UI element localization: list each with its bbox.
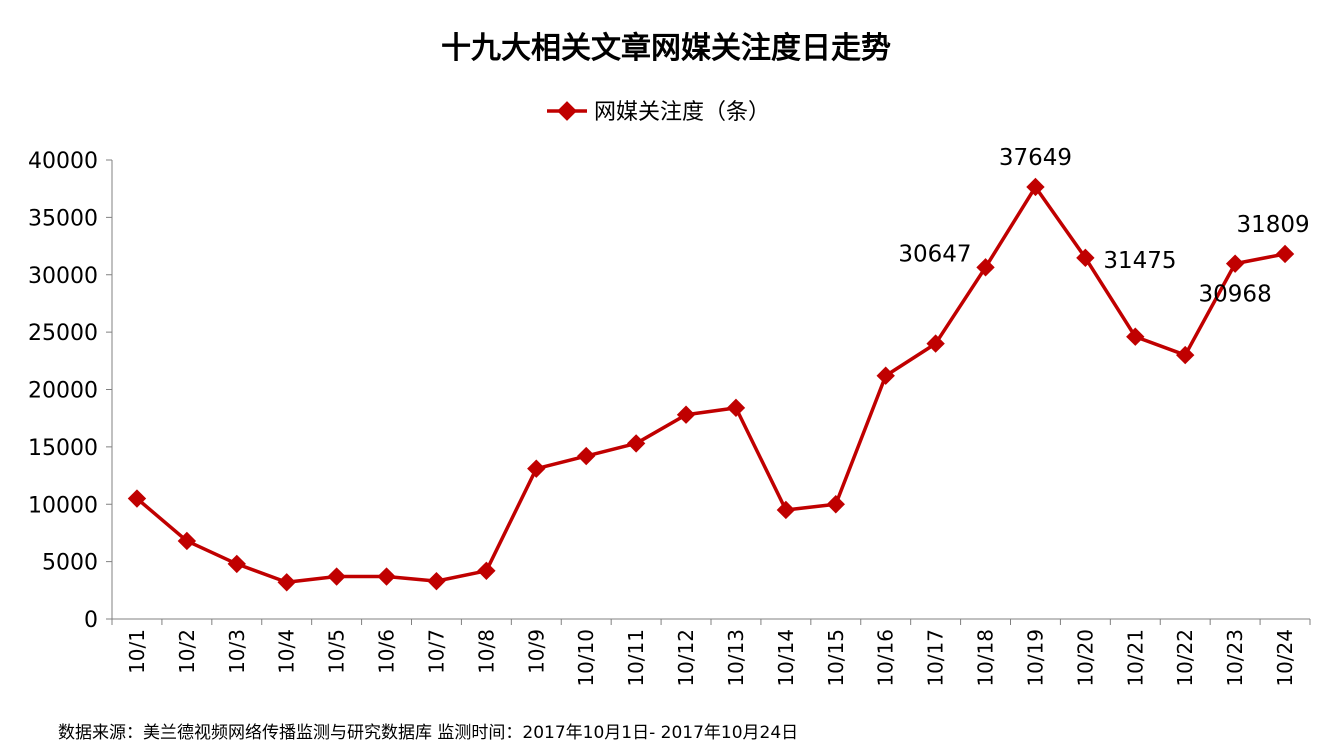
legend-label: 网媒关注度（条） — [594, 100, 770, 125]
data-point — [626, 434, 646, 453]
x-tick-label: 10/11 — [624, 629, 648, 687]
x-tick-label: 10/24 — [1273, 629, 1297, 687]
data-point — [1275, 244, 1295, 264]
data-point — [926, 334, 945, 353]
x-tick-label: 10/10 — [574, 629, 598, 687]
y-tick-label: 40000 — [28, 149, 98, 174]
y-tick-label: 25000 — [28, 321, 98, 346]
data-point — [277, 573, 296, 592]
x-tick-label: 10/20 — [1073, 629, 1097, 687]
y-tick-label: 5000 — [42, 551, 98, 576]
x-tick-label: 10/9 — [524, 629, 548, 674]
data-point — [527, 459, 546, 478]
x-tick-label: 10/6 — [375, 629, 399, 674]
x-tick-label: 10/23 — [1223, 629, 1247, 687]
data-label: 30968 — [1199, 282, 1272, 308]
x-tick-label: 10/22 — [1173, 629, 1197, 687]
data-label: 31475 — [1103, 248, 1176, 274]
data-point — [577, 446, 596, 466]
data-point — [726, 398, 746, 418]
x-tick-label: 10/21 — [1123, 629, 1147, 687]
x-tick-label: 10/2 — [175, 629, 199, 674]
data-point — [676, 405, 696, 424]
x-tick-label: 10/19 — [1023, 629, 1047, 687]
data-point — [427, 571, 446, 591]
legend: 网媒关注度（条） — [547, 100, 770, 125]
x-tick-label: 10/17 — [924, 629, 948, 687]
legend-marker — [557, 101, 577, 121]
data-point — [1076, 248, 1095, 268]
x-tick-label: 10/4 — [275, 629, 299, 674]
y-tick-label: 20000 — [28, 379, 98, 404]
chart-title: 十九大相关文章网媒关注度日走势 — [441, 31, 891, 66]
data-point — [1026, 177, 1045, 197]
data-point — [976, 258, 995, 277]
data-point — [1176, 345, 1195, 365]
x-tick-label: 10/5 — [325, 629, 349, 674]
x-tick-label: 10/15 — [824, 629, 848, 687]
y-tick-label: 30000 — [28, 264, 98, 289]
data-point — [1225, 254, 1245, 273]
data-point — [1126, 327, 1145, 346]
data-point — [477, 561, 496, 580]
series-line-group — [127, 177, 1295, 592]
x-tick-label: 10/8 — [474, 629, 498, 674]
x-tick-label: 10/1 — [125, 629, 149, 674]
data-label: 30647 — [898, 241, 971, 267]
x-tick-label: 10/14 — [774, 629, 798, 687]
data-point — [227, 554, 246, 574]
x-tick-label: 10/18 — [974, 629, 998, 687]
y-tick-label: 35000 — [28, 206, 98, 231]
x-axis: 10/1 10/2 10/3 10/4 10/5 10/6 10/7 10/8 10/9 10/1… — [111, 618, 1311, 687]
data-point — [826, 495, 845, 514]
y-axis: 0 5000 10000 15000 20000 25000 30000 35000 40000 — [28, 149, 113, 633]
data-label: 31809 — [1236, 212, 1309, 238]
x-tick-label: 10/13 — [724, 629, 748, 687]
x-tick-label: 10/12 — [674, 629, 698, 687]
data-point — [776, 500, 796, 520]
source-note: 数据来源：美兰德视频网络传播监测与研究数据库 监测时间：2017年10月1日- … — [58, 723, 798, 743]
x-tick-label: 10/3 — [225, 629, 249, 674]
data-label: 37649 — [999, 145, 1072, 171]
series-line — [135, 185, 1286, 585]
data-point — [127, 489, 147, 508]
data-point — [377, 567, 396, 586]
data-point — [327, 567, 346, 586]
x-tick-label: 10/7 — [424, 629, 448, 674]
y-tick-label: 15000 — [28, 436, 98, 461]
data-labels: 30647 37649 31475 30968 31809 — [898, 145, 1309, 308]
y-tick-label: 10000 — [28, 493, 98, 518]
data-point — [876, 366, 895, 385]
data-point — [177, 531, 197, 551]
y-tick-label: 0 — [84, 608, 98, 633]
x-tick-label: 10/16 — [874, 629, 898, 687]
